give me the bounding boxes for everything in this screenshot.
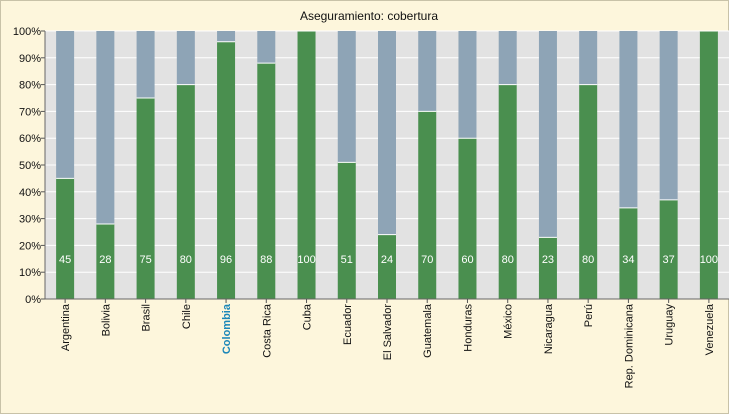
bar-covered (378, 234, 396, 299)
bar-uncovered (458, 31, 477, 139)
x-tick-label: Venezuela (704, 303, 716, 355)
bar-uncovered (96, 31, 115, 224)
x-tick-label: Colombia (221, 303, 233, 354)
bar-covered (579, 84, 598, 299)
y-tick-label: 70% (19, 106, 41, 118)
bar-uncovered (659, 31, 678, 200)
bar-value-label: 34 (622, 254, 634, 266)
bar-uncovered (538, 31, 557, 238)
bar-value-label: 51 (341, 254, 353, 266)
x-tick-label: Nicaragua (543, 303, 555, 354)
bar-covered (217, 41, 236, 299)
bar-covered (257, 63, 276, 299)
bar-value-label: 100 (297, 254, 315, 266)
x-tick-label: Rep. Dominicana (623, 303, 635, 388)
bar-uncovered (498, 31, 517, 85)
x-tick-label: Ecuador (342, 304, 354, 345)
bar-uncovered (257, 31, 276, 64)
bar-value-label: 37 (663, 254, 675, 266)
bar-uncovered (337, 31, 356, 163)
bar-uncovered (418, 31, 437, 112)
y-tick-label: 80% (19, 80, 41, 92)
bar-uncovered (217, 31, 236, 42)
bar-covered (699, 31, 718, 299)
bar-covered (136, 98, 155, 299)
bar-value-label: 75 (139, 254, 151, 266)
bars: 45 28 75 80 96 88 100 51 24 70 60 80 23 80 34 37 100 (56, 30, 718, 300)
y-tick-label: 50% (19, 160, 41, 172)
y-tick-label: 100% (13, 26, 41, 38)
bar-value-label: 88 (260, 254, 272, 266)
x-tick-label: Uruguay (664, 304, 676, 346)
bar-covered (619, 207, 638, 299)
y-axis: 0% 10% 20% 30% 40% 50% 60% 70% 80% 90% 100% (13, 26, 46, 306)
x-tick-label: Brasil (141, 304, 153, 332)
bar-value-label: 23 (542, 254, 554, 266)
y-tick-label: 30% (19, 214, 41, 226)
bar-uncovered (56, 31, 75, 179)
bar-value-label: 80 (582, 254, 594, 266)
x-tick-label: Bolivia (100, 303, 112, 336)
y-tick-label: 10% (19, 267, 41, 279)
bar-uncovered (619, 31, 638, 208)
x-tick-label: El Salvador (382, 304, 394, 361)
x-tick-label: Honduras (462, 304, 474, 352)
bar-value-label: 100 (700, 254, 718, 266)
x-tick-label: Chile (181, 304, 193, 329)
bar-value-label: 28 (99, 254, 111, 266)
bar-uncovered (136, 31, 155, 98)
x-tick-label: México (503, 304, 515, 339)
chart-title: Aseguramiento: cobertura (300, 9, 438, 23)
bar-covered (176, 84, 195, 299)
bar-value-label: 60 (461, 254, 473, 266)
bar-value-label: 96 (220, 254, 232, 266)
bar-covered (538, 237, 557, 299)
bar-covered (337, 162, 356, 299)
bar-covered (418, 111, 437, 300)
bar-value-label: 70 (421, 254, 433, 266)
bar-covered (498, 84, 517, 299)
x-tick-label: Cuba (302, 303, 314, 330)
y-tick-label: 20% (19, 240, 41, 252)
bar-covered (297, 31, 316, 299)
bar-covered (659, 199, 678, 299)
x-axis: Argentina Bolivia Brasil Chile Colombia Costa… (45, 298, 729, 388)
bar-value-label: 80 (502, 254, 514, 266)
y-tick-label: 0% (25, 294, 41, 306)
bar-uncovered (579, 31, 598, 85)
x-tick-label: Guatemala (422, 303, 434, 358)
bar-uncovered (176, 31, 195, 85)
bar-covered (458, 138, 477, 299)
y-tick-label: 60% (19, 133, 41, 145)
x-tick-label: Argentina (60, 303, 72, 351)
bar-covered (96, 223, 115, 299)
x-tick-label: Perú (583, 304, 595, 327)
y-tick-label: 90% (19, 53, 41, 65)
x-tick-label: Costa Rica (261, 303, 273, 358)
bar-covered (56, 178, 75, 299)
bar-value-label: 24 (381, 254, 393, 266)
y-tick-label: 40% (19, 187, 41, 199)
bar-value-label: 80 (180, 254, 192, 266)
bar-value-label: 45 (59, 254, 71, 266)
bar-uncovered (378, 31, 396, 235)
